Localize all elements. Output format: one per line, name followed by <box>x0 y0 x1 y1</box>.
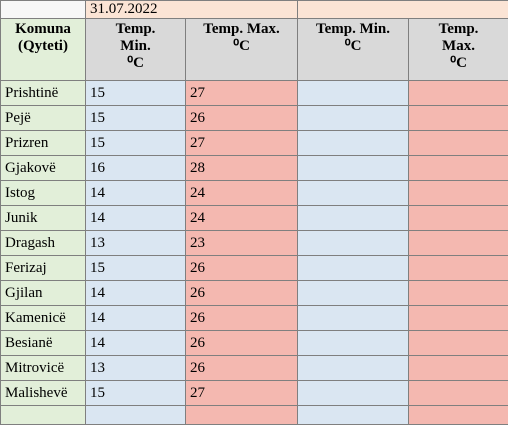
city-cell: Kamenicë <box>0 305 86 331</box>
temp-cell: 26 <box>185 355 298 381</box>
empty-row <box>0 405 508 425</box>
temp-cell <box>408 330 508 356</box>
city-cell: Junik <box>0 205 86 231</box>
data-row: Dragash 13 23 <box>0 230 508 256</box>
data-row: Istog 14 24 <box>0 180 508 206</box>
temp-cell: 15 <box>85 255 186 281</box>
temp-cell <box>297 105 409 131</box>
empty-cell <box>408 405 508 425</box>
data-row: Prishtinë 15 27 <box>0 80 508 106</box>
temp-cell: 26 <box>185 105 298 131</box>
header-cell: Temp. Max. ⁰C <box>408 18 508 81</box>
temp-cell <box>408 205 508 231</box>
temp-cell <box>408 130 508 156</box>
city-cell: Besianë <box>0 330 86 356</box>
temp-cell: 27 <box>185 380 298 406</box>
temp-cell <box>297 80 409 106</box>
temp-cell <box>408 380 508 406</box>
temp-cell: 14 <box>85 305 186 331</box>
empty-cell <box>185 405 298 425</box>
empty-cell <box>0 0 86 19</box>
temp-cell: 16 <box>85 155 186 181</box>
temp-cell: 26 <box>185 330 298 356</box>
temp-cell <box>297 255 409 281</box>
temp-cell <box>408 230 508 256</box>
temp-cell: 26 <box>185 305 298 331</box>
header-cell: Komuna (Qyteti) <box>0 18 86 81</box>
data-row: Malishevë 15 27 <box>0 380 508 406</box>
temp-cell <box>297 230 409 256</box>
temp-cell: 27 <box>185 130 298 156</box>
temp-cell: 24 <box>185 180 298 206</box>
empty-cell <box>297 0 508 19</box>
temp-cell <box>297 205 409 231</box>
temp-cell: 13 <box>85 230 186 256</box>
temp-cell <box>297 280 409 306</box>
temp-cell: 14 <box>85 330 186 356</box>
temp-cell: 15 <box>85 130 186 156</box>
empty-cell <box>297 405 409 425</box>
city-cell: Pejë <box>0 105 86 131</box>
city-cell: Istog <box>0 180 86 206</box>
temp-cell: 24 <box>185 205 298 231</box>
empty-cell <box>85 405 186 425</box>
temp-cell: 15 <box>85 105 186 131</box>
header-cell: Temp. Max. ⁰C <box>185 18 298 81</box>
temp-cell: 14 <box>85 180 186 206</box>
temp-cell <box>297 355 409 381</box>
empty-cell <box>0 405 86 425</box>
city-cell: Gjakovë <box>0 155 86 181</box>
data-row: Prizren 15 27 <box>0 130 508 156</box>
temp-cell: 14 <box>85 205 186 231</box>
temp-cell: 23 <box>185 230 298 256</box>
data-row: Pejë 15 26 <box>0 105 508 131</box>
temp-cell: 15 <box>85 80 186 106</box>
data-row: Ferizaj 15 26 <box>0 255 508 281</box>
header-cell: Temp. Min. ⁰C <box>297 18 409 81</box>
temp-cell: 27 <box>185 80 298 106</box>
header-row: Komuna (Qyteti) Temp. Min. ⁰C Temp. Max. ⁰… <box>0 18 508 81</box>
temp-cell <box>408 80 508 106</box>
data-row: Gjilan 14 26 <box>0 280 508 306</box>
city-cell: Gjilan <box>0 280 86 306</box>
temp-cell: 14 <box>85 280 186 306</box>
temp-cell <box>297 330 409 356</box>
temp-cell <box>297 305 409 331</box>
city-cell: Mitrovicë <box>0 355 86 381</box>
temp-cell <box>408 280 508 306</box>
city-cell: Dragash <box>0 230 86 256</box>
city-cell: Malishevë <box>0 380 86 406</box>
temp-cell <box>408 305 508 331</box>
data-row: Kamenicë 14 26 <box>0 305 508 331</box>
temp-cell <box>408 105 508 131</box>
data-row: Gjakovë 16 28 <box>0 155 508 181</box>
header-cell: Temp. Min. ⁰C <box>85 18 186 81</box>
data-row: Mitrovicë 13 26 <box>0 355 508 381</box>
temp-cell <box>408 255 508 281</box>
temp-cell <box>408 180 508 206</box>
city-cell: Ferizaj <box>0 255 86 281</box>
temp-cell <box>297 155 409 181</box>
temp-cell <box>297 180 409 206</box>
city-cell: Prizren <box>0 130 86 156</box>
temp-cell <box>408 155 508 181</box>
data-row: Junik 14 24 <box>0 205 508 231</box>
city-cell: Prishtinë <box>0 80 86 106</box>
temp-cell <box>408 355 508 381</box>
date-row: 31.07.2022 <box>0 0 508 19</box>
temp-cell: 26 <box>185 255 298 281</box>
temp-cell: 26 <box>185 280 298 306</box>
temp-cell <box>297 380 409 406</box>
date-cell: 31.07.2022 <box>85 0 298 19</box>
temp-cell: 15 <box>85 380 186 406</box>
temp-cell: 13 <box>85 355 186 381</box>
temp-cell: 28 <box>185 155 298 181</box>
temp-cell <box>297 130 409 156</box>
data-row: Besianë 14 26 <box>0 330 508 356</box>
